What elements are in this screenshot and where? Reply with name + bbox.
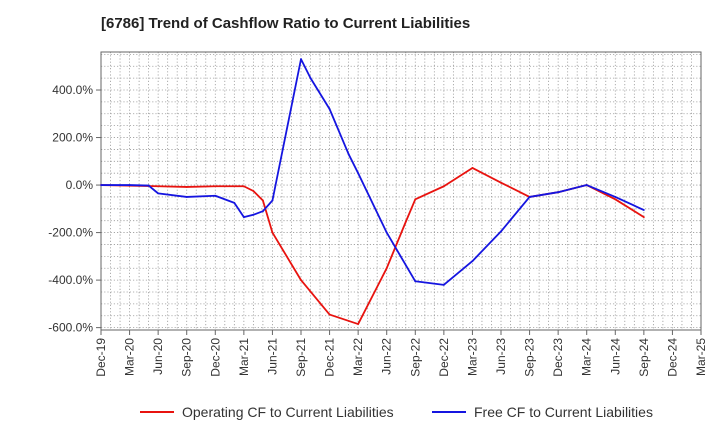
data-point-operating-cf <box>300 279 302 281</box>
data-point-free-cf <box>242 216 245 219</box>
data-point-operating-cf <box>500 181 502 184</box>
x-tick-label: Dec-22 <box>437 338 451 377</box>
legend-item-free-cf: Free CF to Current Liabilities <box>432 404 653 420</box>
data-point-operating-cf <box>357 323 360 325</box>
x-tick-label: Sep-22 <box>408 338 422 377</box>
x-tick-label: Sep-24 <box>637 338 651 377</box>
plot-frame <box>100 51 702 331</box>
plot-area <box>101 52 701 330</box>
data-point-free-cf <box>642 209 645 211</box>
x-tick-label: Sep-23 <box>523 338 537 377</box>
y-tick-label: -400.0% <box>48 273 93 287</box>
x-tick-label: Mar-24 <box>580 338 594 376</box>
data-point-free-cf <box>328 108 331 110</box>
data-point-operating-cf <box>442 185 445 188</box>
data-point-operating-cf <box>252 190 255 192</box>
data-point-free-cf <box>300 58 302 61</box>
data-point-free-cf <box>500 230 502 233</box>
x-tick-label: Jun-20 <box>151 338 165 375</box>
data-point-operating-cf <box>185 186 188 188</box>
data-point-free-cf <box>309 77 312 80</box>
x-tick-label: Mar-22 <box>351 338 365 376</box>
data-point-operating-cf <box>157 185 160 188</box>
series-line-free-cf <box>101 58 645 286</box>
x-tick-label: Dec-20 <box>208 338 222 377</box>
data-point-free-cf <box>385 231 388 234</box>
data-point-operating-cf <box>242 185 245 188</box>
legend-swatch-operating-cf <box>140 411 174 413</box>
data-point-free-cf <box>128 184 131 186</box>
data-point-free-cf <box>100 184 102 186</box>
data-point-free-cf <box>157 192 160 195</box>
data-point-free-cf <box>262 210 264 213</box>
y-tick-label: 400.0% <box>52 83 93 97</box>
data-point-free-cf <box>252 213 255 216</box>
data-point-operating-cf <box>471 167 474 169</box>
data-point-operating-cf <box>271 231 274 234</box>
x-tick-label: Mar-23 <box>465 338 479 376</box>
x-tick-label: Mar-21 <box>237 338 251 376</box>
legend-item-operating-cf: Operating CF to Current Liabilities <box>140 404 394 420</box>
x-tick-label: Jun-24 <box>608 338 622 375</box>
y-tick-label: -600.0% <box>48 321 93 335</box>
data-point-free-cf <box>442 283 445 286</box>
y-tick-label: -200.0% <box>48 226 93 240</box>
x-tick-label: Jun-22 <box>380 338 394 375</box>
data-point-free-cf <box>214 194 217 197</box>
data-point-free-cf <box>557 191 560 194</box>
y-tick-label: 200.0% <box>52 131 93 145</box>
data-point-free-cf <box>414 280 417 283</box>
data-point-operating-cf <box>328 313 331 316</box>
data-point-operating-cf <box>414 198 417 201</box>
data-point-free-cf <box>528 196 531 198</box>
x-tick-label: Dec-23 <box>551 338 565 377</box>
data-point-free-cf <box>271 199 274 202</box>
x-tick-label: Mar-20 <box>123 338 137 376</box>
data-point-free-cf <box>347 153 350 156</box>
x-tick-label: Mar-25 <box>694 338 708 376</box>
data-point-operating-cf <box>214 185 217 188</box>
chart-legend: Operating CF to Current Liabilities Free… <box>0 404 720 426</box>
data-point-free-cf <box>233 201 236 204</box>
data-point-operating-cf <box>642 216 645 219</box>
data-point-free-cf <box>185 196 188 198</box>
data-point-operating-cf <box>614 198 617 201</box>
x-tick-label: Sep-21 <box>294 338 308 377</box>
legend-label-free-cf: Free CF to Current Liabilities <box>474 404 653 420</box>
data-point-free-cf <box>357 172 360 175</box>
x-tick-label: Dec-21 <box>323 338 337 377</box>
data-point-operating-cf <box>385 267 388 270</box>
data-point-free-cf <box>471 260 474 262</box>
data-point-operating-cf <box>262 199 264 202</box>
data-point-operating-cf <box>404 220 407 223</box>
x-tick-label: Dec-19 <box>94 338 108 377</box>
data-point-free-cf <box>585 184 588 186</box>
data-point-free-cf <box>147 184 150 187</box>
data-point-free-cf <box>614 196 617 198</box>
legend-label-operating-cf: Operating CF to Current Liabilities <box>182 404 394 420</box>
x-tick-label: Sep-20 <box>180 338 194 377</box>
x-tick-label: Dec-24 <box>665 338 679 377</box>
x-tick-label: Jun-23 <box>494 338 508 375</box>
legend-swatch-free-cf <box>432 411 466 413</box>
x-tick-label: Jun-21 <box>265 338 279 375</box>
chart-title: [6786] Trend of Cashflow Ratio to Curren… <box>101 15 471 32</box>
y-tick-label: 0.0% <box>66 178 94 192</box>
